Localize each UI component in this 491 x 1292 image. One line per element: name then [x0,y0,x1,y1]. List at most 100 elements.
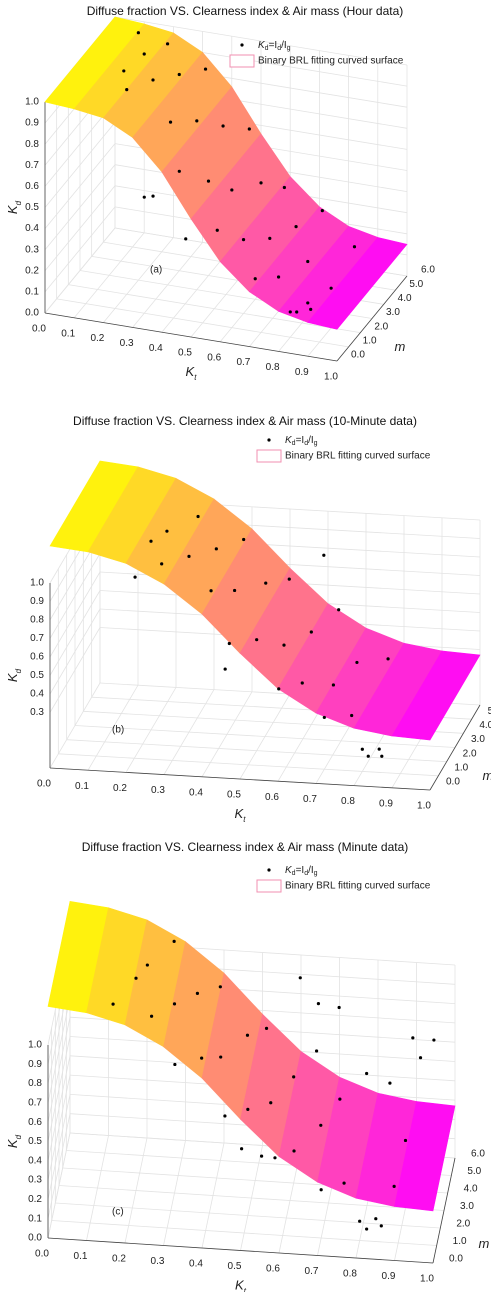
data-point [142,195,146,199]
data-point [149,539,153,543]
data-point [165,529,169,533]
data-point [288,310,292,314]
data-point [136,31,140,35]
x-axis-label: Kt [235,806,247,823]
y-tick-label: 0.4 [30,689,44,700]
data-point [177,169,181,173]
data-point [316,1002,321,1006]
y-tick-label: 0.6 [28,1117,42,1128]
y-tick-label: 0.4 [28,1155,42,1166]
label-part: /I [308,435,314,446]
label-part: d [265,45,269,52]
data-point [342,1181,346,1185]
y-tick-label: 0.3 [25,244,39,255]
data-point [151,78,155,82]
grid-line [68,284,361,334]
y-tick-label: 0.5 [25,202,39,213]
label-part: =I [269,40,278,51]
data-point [337,1005,341,1010]
data-point [294,225,298,229]
data-point [203,67,208,71]
grid-line [74,725,456,748]
label-part: K [258,40,266,51]
label-part: d [292,870,296,877]
x-tick-label: 0.9 [382,1271,396,1282]
z-tick-label: 1.0 [453,1236,467,1247]
y-tick-label: 0.7 [28,1098,42,1109]
legend-marker [267,438,271,442]
data-point [374,1217,378,1221]
data-point [269,1101,273,1105]
y-tick-label: 0.4 [25,223,39,234]
z-tick-label: 1.0 [363,335,377,346]
data-point [298,976,302,980]
data-point [355,660,359,665]
x-tick-label: 0.7 [236,357,250,368]
y-tick-label: 0.7 [30,633,44,644]
label-part: g [314,870,318,877]
y-axis-label: Kd [5,668,22,682]
legend-swatch [256,879,282,893]
data-point [319,1188,323,1192]
surface-strip [307,237,408,330]
z-tick-label: 5.0 [467,1166,481,1177]
data-point [306,301,310,305]
label-part: g [314,440,318,447]
data-point [245,1033,250,1037]
label-part: d [304,440,308,447]
data-point [255,638,259,642]
axis-line [432,1157,456,1264]
data-point [358,1219,362,1223]
x-tick-label: 1.0 [324,372,338,383]
annotation: (b) [112,725,124,736]
data-point [247,127,251,131]
data-point [187,554,191,558]
y-tick-label: 0.9 [28,1059,42,1070]
grid-line [58,1185,445,1211]
data-point [365,1227,369,1231]
data-point [309,307,313,311]
data-point [277,687,281,691]
legend-marker [267,868,271,872]
x-tick-label: 0.3 [151,785,165,796]
data-point [125,87,129,92]
data-point [218,985,222,989]
x-tick-label: 0.2 [113,783,127,794]
data-point [392,1184,396,1188]
annotation: (c) [112,1207,124,1218]
data-point [219,1055,223,1059]
y-tick-label: 1.0 [28,1040,42,1051]
data-point [223,667,227,671]
axis-line [429,704,481,791]
y-tick-label: 0.9 [30,596,44,607]
data-point [142,52,146,56]
y-tick-label: 0.0 [25,308,39,319]
grid-line [51,1220,437,1246]
label-part: g [287,45,291,52]
y-tick-label: 0.7 [25,160,39,171]
x-tick-label: 0.0 [35,1249,49,1260]
y-tick-label: 0.6 [25,181,39,192]
data-point [386,657,390,661]
data-point [233,588,237,593]
data-point [276,275,281,279]
data-point [322,553,326,557]
z-tick-label: 0.0 [351,350,365,361]
y-tick-label: 0.8 [30,615,44,626]
z-tick-label: 6.0 [421,265,435,276]
data-point [172,1002,177,1006]
label-part: d [304,870,308,877]
data-point [151,194,155,198]
z-tick-label: 6.0 [471,1149,485,1160]
label-part: d [277,45,281,52]
data-point [134,976,138,980]
y-tick-label: 0.6 [30,652,44,663]
axis-line [49,767,431,791]
annotation: (a) [150,265,162,276]
z-tick-label: 4.0 [464,1184,478,1195]
legend-marker [240,43,244,47]
label-part: =I [296,435,305,446]
data-point [273,1156,277,1160]
data-point [377,747,381,751]
data-point [133,575,137,579]
